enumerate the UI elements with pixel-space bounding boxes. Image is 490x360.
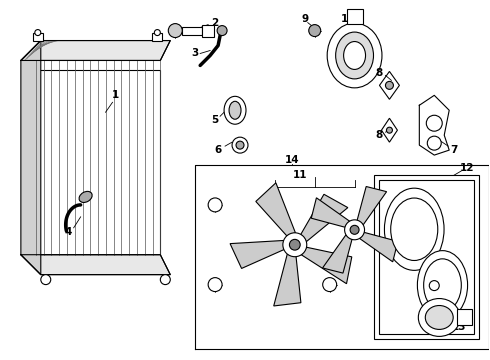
Circle shape: [283, 233, 307, 257]
Circle shape: [154, 30, 160, 36]
Polygon shape: [322, 235, 352, 273]
Text: 5: 5: [212, 115, 219, 125]
Bar: [182, 27, 202, 35]
Circle shape: [429, 280, 439, 291]
Text: 2: 2: [212, 18, 219, 28]
Circle shape: [386, 81, 393, 89]
Bar: [346, 9, 363, 24]
Ellipse shape: [418, 298, 460, 336]
Ellipse shape: [343, 41, 366, 69]
Bar: [33, 32, 43, 41]
Ellipse shape: [391, 198, 438, 261]
Polygon shape: [256, 183, 295, 236]
Ellipse shape: [327, 23, 382, 88]
Text: 13: 13: [452, 323, 466, 332]
Circle shape: [323, 278, 337, 292]
Circle shape: [427, 136, 441, 150]
Circle shape: [217, 26, 227, 36]
Circle shape: [350, 225, 359, 234]
Circle shape: [232, 137, 248, 153]
Text: 1: 1: [112, 90, 119, 100]
Text: 8: 8: [376, 68, 383, 78]
Polygon shape: [21, 255, 171, 275]
Text: 7: 7: [450, 145, 458, 155]
Bar: [152, 32, 162, 41]
Bar: [374, 175, 479, 339]
Text: 14: 14: [285, 155, 299, 165]
Polygon shape: [301, 247, 352, 284]
Bar: [457, 310, 472, 325]
Ellipse shape: [224, 96, 246, 124]
Polygon shape: [230, 240, 284, 269]
Bar: [202, 24, 214, 37]
Text: 3: 3: [192, 49, 199, 58]
Ellipse shape: [385, 188, 444, 270]
Polygon shape: [21, 41, 41, 275]
Circle shape: [290, 239, 300, 250]
Ellipse shape: [336, 32, 373, 79]
Text: 8: 8: [376, 130, 383, 140]
Text: 9: 9: [301, 14, 308, 24]
Polygon shape: [301, 194, 348, 242]
Circle shape: [344, 220, 365, 240]
Circle shape: [387, 127, 392, 133]
Circle shape: [208, 278, 222, 292]
Ellipse shape: [425, 306, 453, 329]
Circle shape: [160, 275, 171, 285]
Circle shape: [208, 198, 222, 212]
Text: 12: 12: [460, 163, 474, 173]
Text: 11: 11: [293, 170, 307, 180]
Circle shape: [41, 275, 51, 285]
Polygon shape: [311, 198, 349, 227]
Polygon shape: [274, 254, 301, 306]
Circle shape: [426, 115, 442, 131]
Ellipse shape: [424, 259, 461, 311]
Polygon shape: [357, 186, 387, 225]
Text: 10: 10: [341, 14, 355, 24]
Circle shape: [309, 24, 321, 37]
Bar: [36, 71, 160, 255]
Ellipse shape: [79, 192, 92, 202]
Circle shape: [35, 30, 41, 36]
Text: 6: 6: [215, 145, 222, 155]
Ellipse shape: [417, 251, 467, 320]
Polygon shape: [360, 233, 398, 262]
Ellipse shape: [229, 101, 241, 119]
Text: 4: 4: [65, 227, 73, 237]
Circle shape: [236, 141, 244, 149]
Polygon shape: [21, 41, 171, 60]
Bar: [379, 180, 474, 334]
Circle shape: [168, 24, 182, 37]
